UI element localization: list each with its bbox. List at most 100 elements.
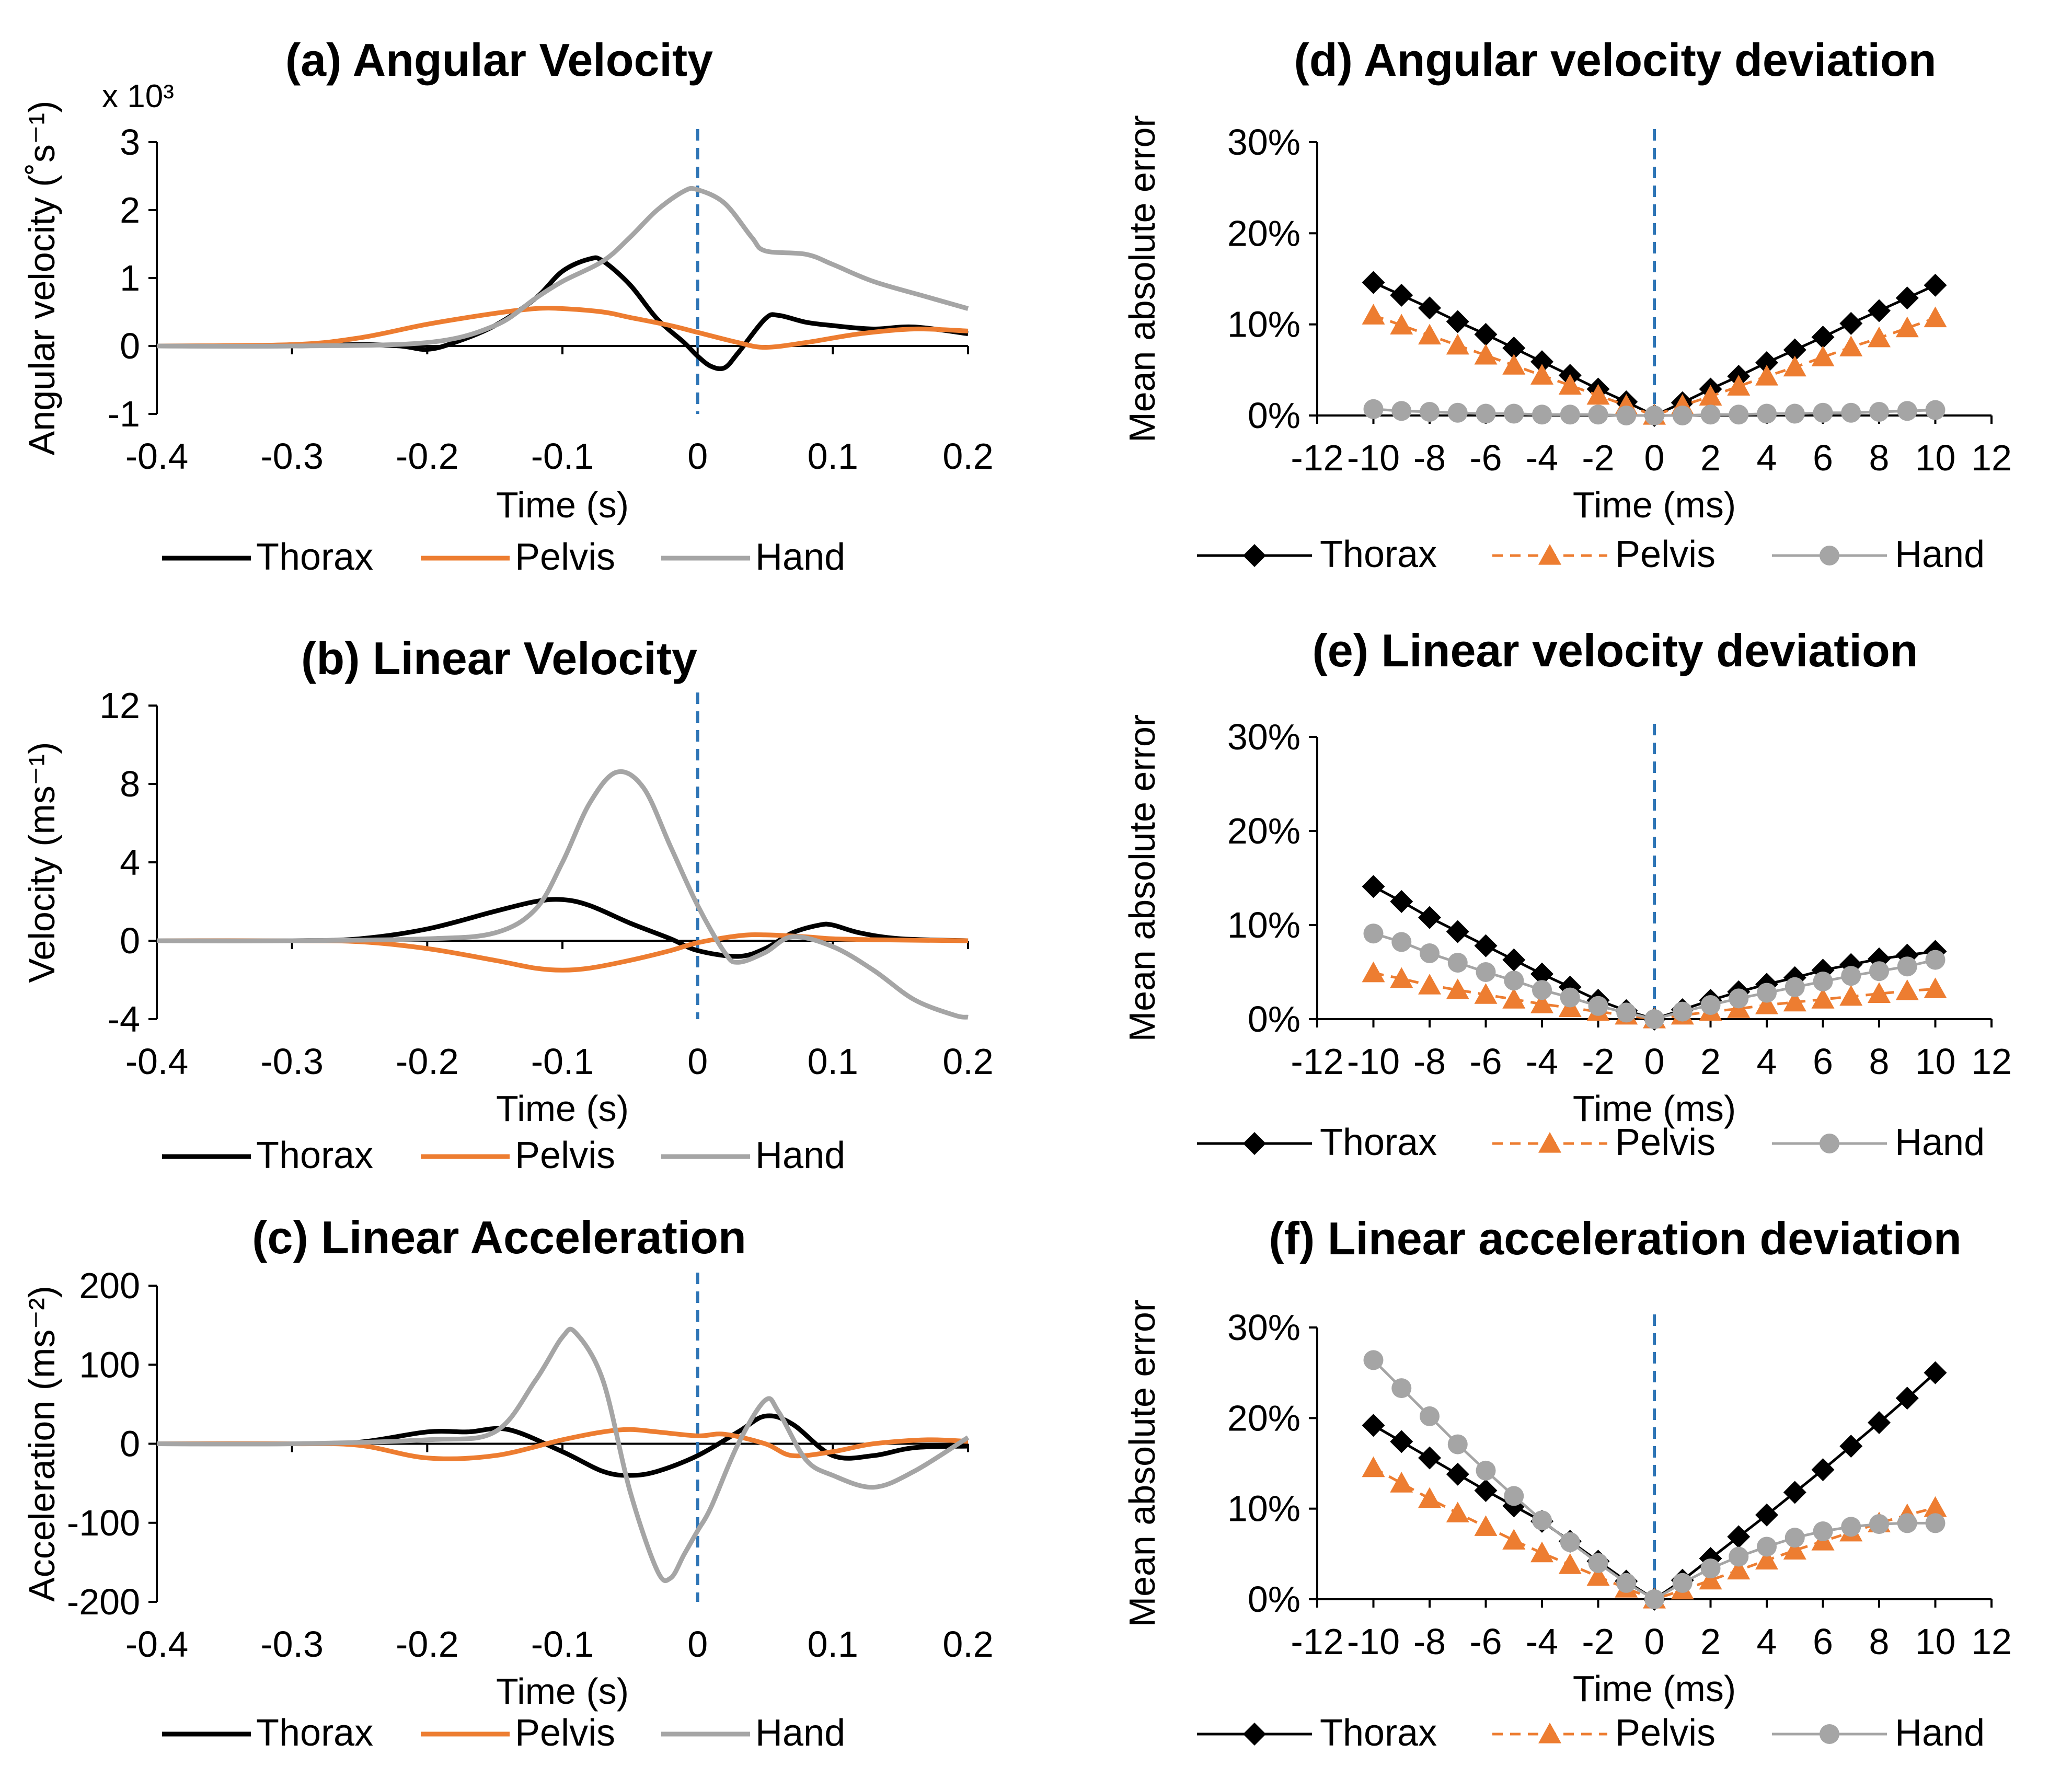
x-axis-label-b: Time (s): [496, 1088, 629, 1129]
data-point-hand-f: [1532, 1510, 1552, 1531]
data-point-thorax-d: [1390, 283, 1413, 307]
data-point-hand-e: [1560, 987, 1580, 1008]
data-point-thorax-d: [1502, 336, 1526, 360]
data-point-thorax-d: [1868, 299, 1891, 322]
x-tick-label-a: 0: [687, 436, 708, 477]
data-point-hand-d: [1841, 402, 1861, 423]
data-point-thorax-e: [1362, 875, 1385, 898]
x-tick-label-b: 0: [687, 1041, 708, 1082]
data-point-hand-d: [1476, 403, 1496, 424]
data-point-hand-e: [1616, 1002, 1637, 1023]
y-tick-label-c: -100: [67, 1503, 140, 1543]
data-point-hand-f: [1476, 1460, 1496, 1481]
data-point-hand-e: [1757, 983, 1777, 1003]
data-point-hand-e: [1532, 980, 1552, 1000]
data-point-hand-f: [1869, 1514, 1889, 1534]
y-tick-label-f: 0%: [1248, 1579, 1300, 1620]
data-point-hand-f: [1897, 1513, 1917, 1533]
data-point-hand-d: [1897, 401, 1917, 421]
series-line-pelvis-a: [156, 306, 969, 350]
y-axis-label-f: Mean absolute error: [1122, 1300, 1162, 1627]
chart-panel-c: (c) Linear Acceleration -200 -100 0 100 200 -0…: [21, 1211, 994, 1754]
data-point-hand-e: [1447, 953, 1468, 973]
data-point-pelvis-d: [1502, 354, 1526, 375]
x-tick-label-e: 2: [1700, 1041, 1721, 1082]
chart-title-b: (b) Linear Velocity: [301, 632, 697, 684]
data-point-thorax-d: [1362, 271, 1385, 294]
data-point-hand-e: [1700, 995, 1721, 1015]
y-tick-label-b: 4: [120, 842, 140, 883]
data-point-pelvis-e: [1783, 990, 1806, 1012]
legend-label-hand-b: Hand: [755, 1135, 845, 1176]
x-tick-label-d: 10: [1915, 437, 1956, 478]
chart-panel-d: (d) Angular velocity deviation 0% 10% 20% 30…: [1122, 34, 2012, 575]
x-tick-label-d: 4: [1757, 437, 1777, 478]
data-point-thorax-f: [1755, 1503, 1778, 1527]
data-point-hand-e: [1504, 971, 1524, 991]
legend-marker-pelvis-d: [1538, 544, 1561, 565]
x-tick-label-a: -0.2: [396, 436, 459, 477]
x-tick-label-e: -6: [1469, 1041, 1502, 1082]
data-point-thorax-d: [1924, 273, 1947, 297]
legend-marker-pelvis-e: [1538, 1132, 1561, 1153]
x-tick-label-f: 8: [1869, 1621, 1890, 1662]
data-point-hand-f: [1700, 1558, 1721, 1579]
data-point-thorax-f: [1418, 1446, 1441, 1470]
data-point-pelvis-e: [1530, 992, 1553, 1013]
data-point-thorax-e: [1390, 890, 1413, 913]
chart-title-d: (d) Angular velocity deviation: [1294, 34, 1937, 86]
y-tick-label-e: 10%: [1227, 905, 1300, 945]
data-point-pelvis-f: [1418, 1487, 1441, 1508]
data-point-hand-e: [1869, 961, 1889, 981]
legend-marker-thorax-d: [1243, 544, 1266, 567]
data-point-pelvis-d: [1586, 384, 1610, 405]
data-point-pelvis-e: [1895, 979, 1919, 1000]
data-point-hand-d: [1729, 405, 1749, 425]
x-tick-label-b: -0.1: [531, 1041, 594, 1082]
data-point-pelvis-d: [1446, 333, 1469, 355]
data-point-thorax-f: [1474, 1479, 1498, 1502]
data-point-thorax-f: [1727, 1525, 1751, 1549]
data-point-pelvis-e: [1868, 982, 1891, 1003]
data-point-thorax-f: [1839, 1435, 1863, 1458]
data-point-hand-d: [1644, 406, 1664, 425]
x-tick-label-a: 0.1: [808, 436, 858, 477]
data-point-thorax-e: [1530, 962, 1553, 986]
x-tick-label-e: 6: [1813, 1041, 1833, 1082]
data-point-hand-d: [1785, 403, 1805, 424]
data-point-hand-e: [1644, 1009, 1664, 1029]
y-tick-label-f: 20%: [1227, 1398, 1300, 1438]
data-point-pelvis-e: [1924, 977, 1947, 998]
y-axis-label-e: Mean absolute error: [1122, 714, 1162, 1042]
y-tick-label-b: 12: [99, 685, 140, 726]
x-tick-label-f: -12: [1291, 1621, 1343, 1662]
legend-label-thorax-e: Thorax: [1320, 1122, 1437, 1163]
data-point-hand-d: [1813, 402, 1833, 423]
data-point-thorax-e: [1418, 906, 1441, 929]
x-tick-label-e: -8: [1413, 1041, 1446, 1082]
data-point-hand-f: [1588, 1553, 1608, 1573]
legend-label-thorax-d: Thorax: [1320, 534, 1437, 575]
data-point-thorax-d: [1895, 286, 1919, 310]
x-tick-label-f: 4: [1757, 1621, 1777, 1662]
legend-b: Thorax Pelvis Hand: [162, 1135, 845, 1176]
chart-title-c: (c) Linear Acceleration: [252, 1211, 746, 1263]
data-point-hand-e: [1588, 996, 1608, 1016]
legend-label-hand-d: Hand: [1895, 534, 1985, 575]
data-point-thorax-e: [1474, 934, 1498, 957]
x-tick-label-c: -0.1: [531, 1624, 594, 1665]
data-point-pelvis-d: [1474, 343, 1498, 365]
y-tick-label-c: -200: [67, 1581, 140, 1622]
series-line-pelvis-c: [156, 1427, 969, 1461]
y-tick-label-a: 3: [120, 122, 140, 163]
y-tick-label-d: 0%: [1248, 395, 1300, 436]
data-point-hand-f: [1841, 1517, 1861, 1537]
legend-marker-thorax-f: [1243, 1723, 1266, 1746]
data-point-pelvis-f: [1727, 1558, 1751, 1580]
legend-marker-hand-e: [1820, 1134, 1839, 1153]
data-point-pelvis-e: [1474, 983, 1498, 1004]
data-point-hand-e: [1785, 977, 1805, 997]
data-point-thorax-f: [1362, 1414, 1385, 1437]
data-point-hand-f: [1420, 1406, 1440, 1426]
